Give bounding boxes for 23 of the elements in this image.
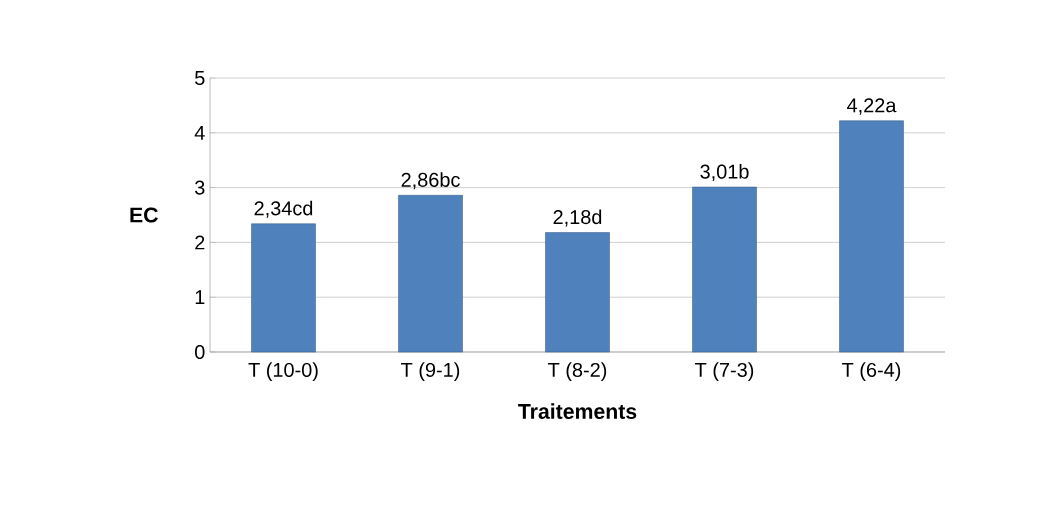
data-label: 3,01b [700, 164, 749, 182]
x-axis-title: Traitements [518, 403, 637, 419]
data-label: 2,86bc [401, 172, 460, 190]
y-tick-label: 0 [195, 344, 205, 360]
x-tick-label: T (7-3) [695, 362, 754, 381]
data-label: 2,34cd [254, 200, 313, 218]
bar [692, 186, 757, 353]
y-tick-label: 5 [195, 71, 205, 85]
bar [839, 120, 904, 353]
x-tick-label: T (10-0) [248, 362, 318, 381]
x-tick-label: T (6-4) [842, 362, 901, 381]
y-tick-label: 4 [194, 125, 205, 140]
bar [398, 195, 463, 353]
x-tick-label: T (8-2) [548, 362, 607, 381]
y-tick-label: 2 [195, 235, 205, 250]
data-label: 2,18d [553, 209, 602, 227]
bar [251, 223, 316, 353]
y-tick-label: 1 [195, 290, 205, 305]
y-tick-label: 3 [194, 180, 205, 195]
y-axis-title: EC [130, 207, 158, 223]
x-tick-label: T (9-1) [401, 362, 460, 381]
bar [545, 232, 610, 353]
data-label: 4,22a [847, 98, 897, 115]
